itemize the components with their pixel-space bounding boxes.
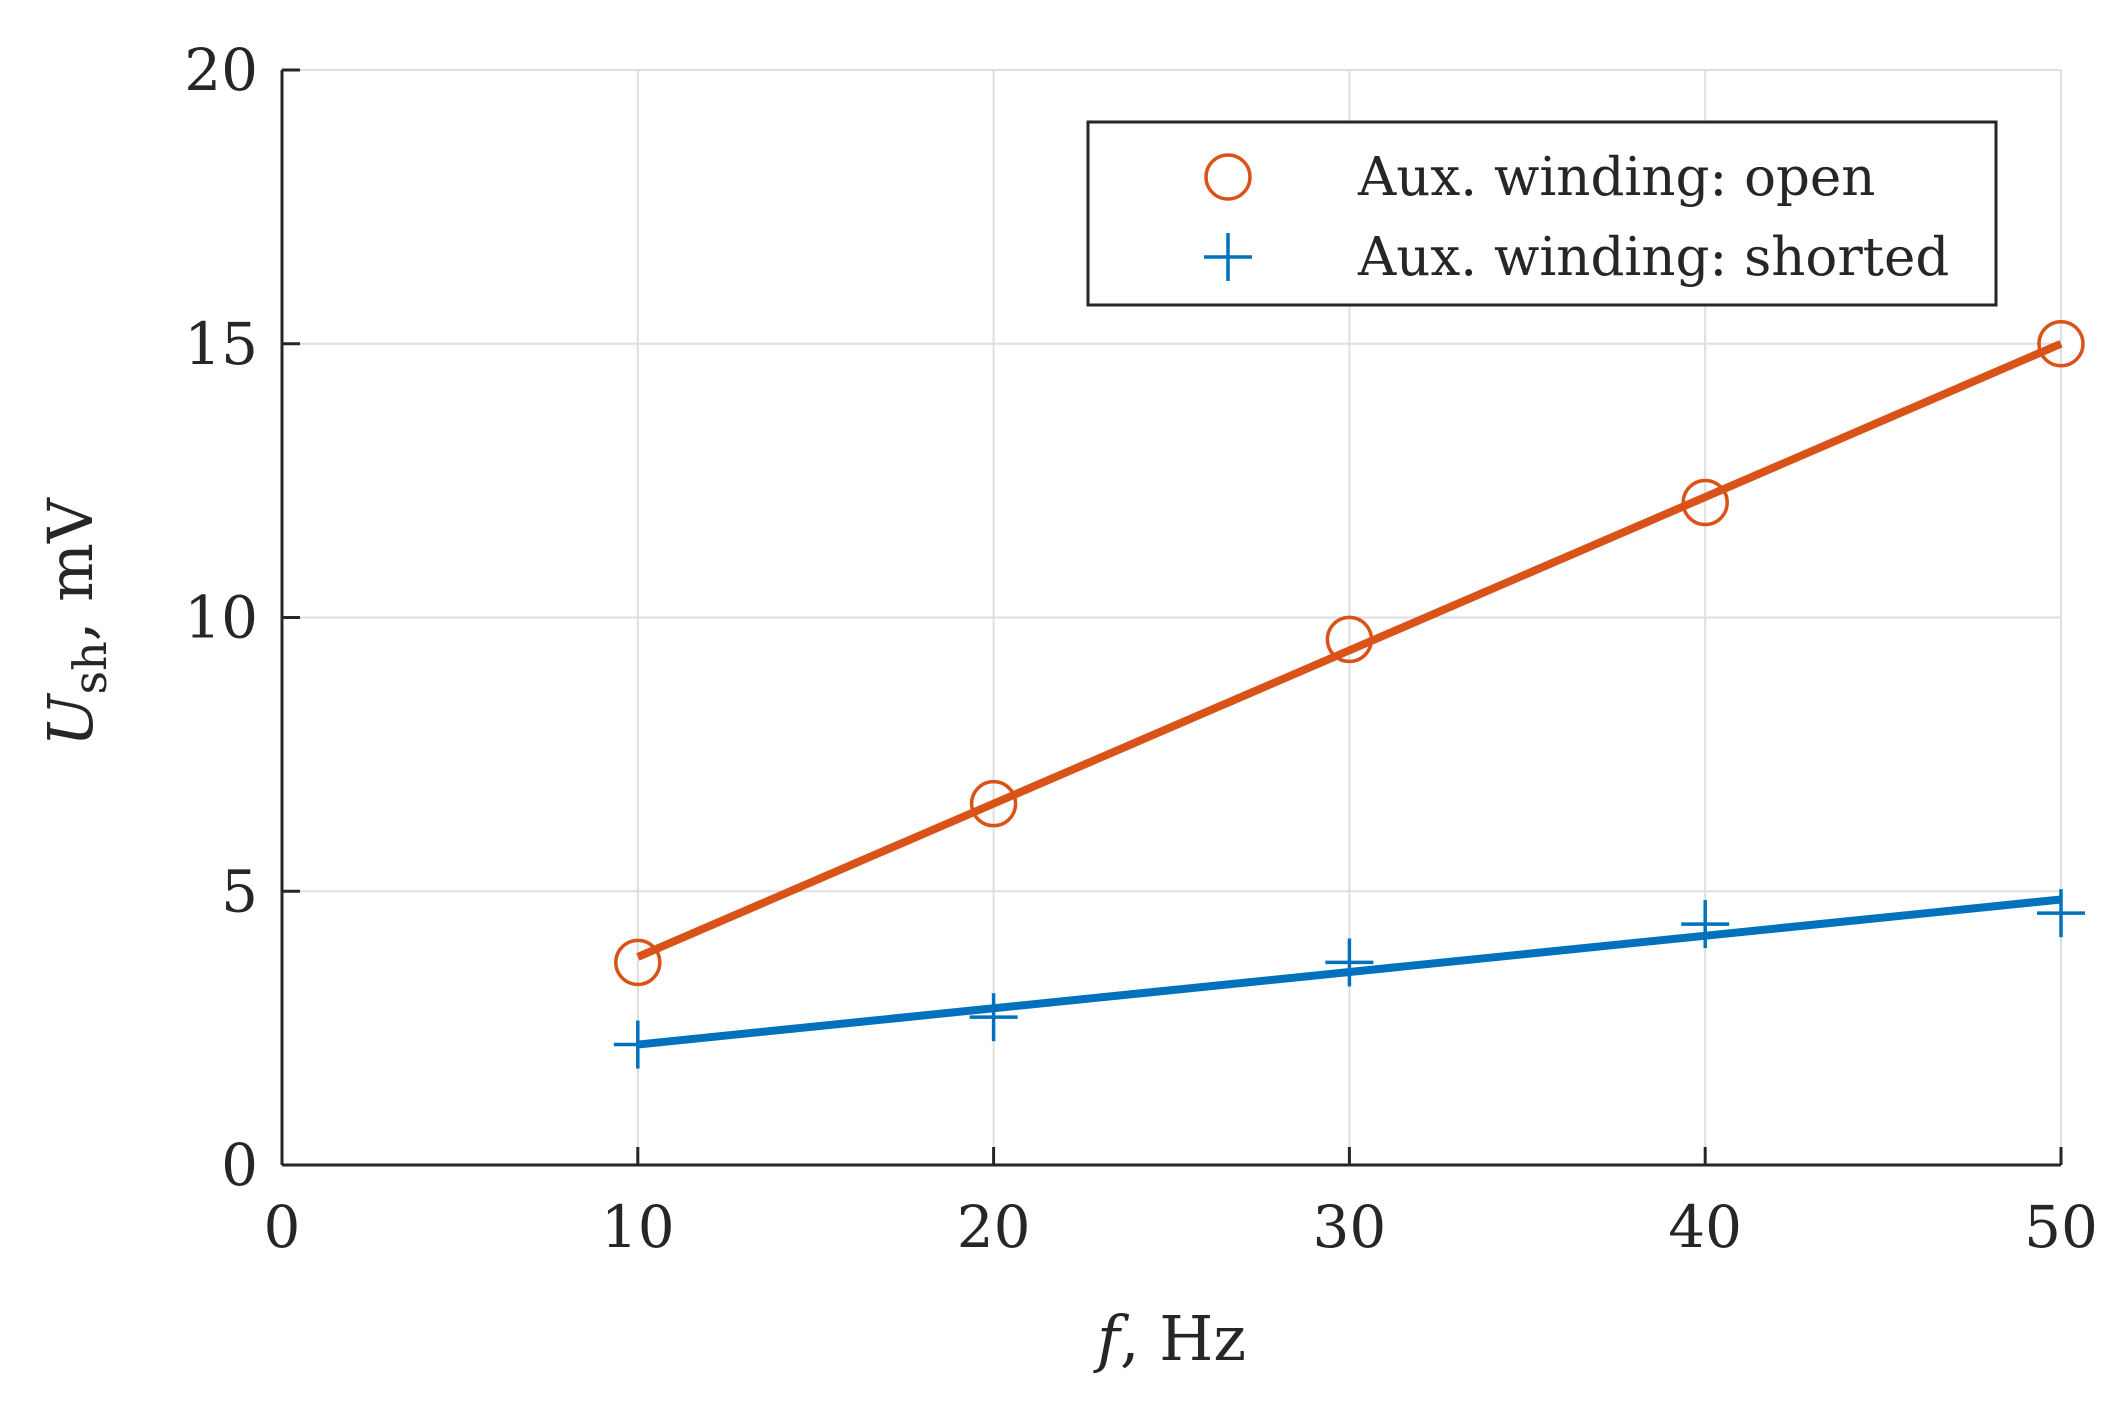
data-point-series-2 [969, 993, 1018, 1042]
y-axis-variable: U [34, 693, 107, 747]
data-point-series-1 [614, 938, 662, 987]
data-point-series-2 [613, 1020, 662, 1069]
x-tick-label: 0 [264, 1193, 301, 1261]
y-tick-label: 20 [184, 36, 258, 104]
data-point-series-1 [1325, 615, 1374, 664]
legend-label-series-2: Aux. winding: shorted [1357, 227, 1949, 288]
legend-marker-series-1 [1204, 153, 1252, 201]
x-axis-unit: , Hz [1120, 1302, 1246, 1375]
legend-box [1086, 120, 1998, 307]
x-axis-label: f, Hz [1093, 1302, 1246, 1375]
data-point-series-2 [1325, 938, 1374, 987]
x-tick-label: 10 [601, 1193, 675, 1261]
data-point-series-1 [969, 779, 1018, 828]
y-tick-label: 10 [184, 584, 258, 652]
y-axis-subscript: sh [63, 641, 117, 694]
y-tick-label: 0 [221, 1131, 258, 1199]
x-tick-label: 50 [2024, 1193, 2098, 1261]
y-axis-unit: , mV [34, 497, 107, 641]
data-markers [613, 320, 2085, 1069]
data-point-series-1 [2037, 320, 2085, 368]
y-axis-label: Ush, mV [34, 497, 117, 747]
legend: Aux. winding: open Aux. winding: shorted [1086, 120, 1998, 307]
x-tick-label: 40 [1668, 1193, 1742, 1261]
y-tick-label: 15 [184, 310, 258, 378]
legend-marker-series-2 [1204, 233, 1252, 281]
x-tick-label: 30 [1312, 1193, 1386, 1261]
data-point-series-1 [1681, 478, 1729, 527]
fit-line-series-1 [636, 340, 2063, 961]
legend-label-series-1: Aux. winding: open [1357, 147, 1875, 208]
y-tick-label: 5 [221, 857, 258, 925]
data-point-series-2 [1681, 900, 1730, 949]
x-tick-label: 20 [957, 1193, 1031, 1261]
axes [280, 68, 2063, 1167]
tick-labels: 0 10 20 30 40 50 0 5 10 15 20 [184, 36, 2098, 1261]
data-point-series-2 [2037, 889, 2085, 938]
